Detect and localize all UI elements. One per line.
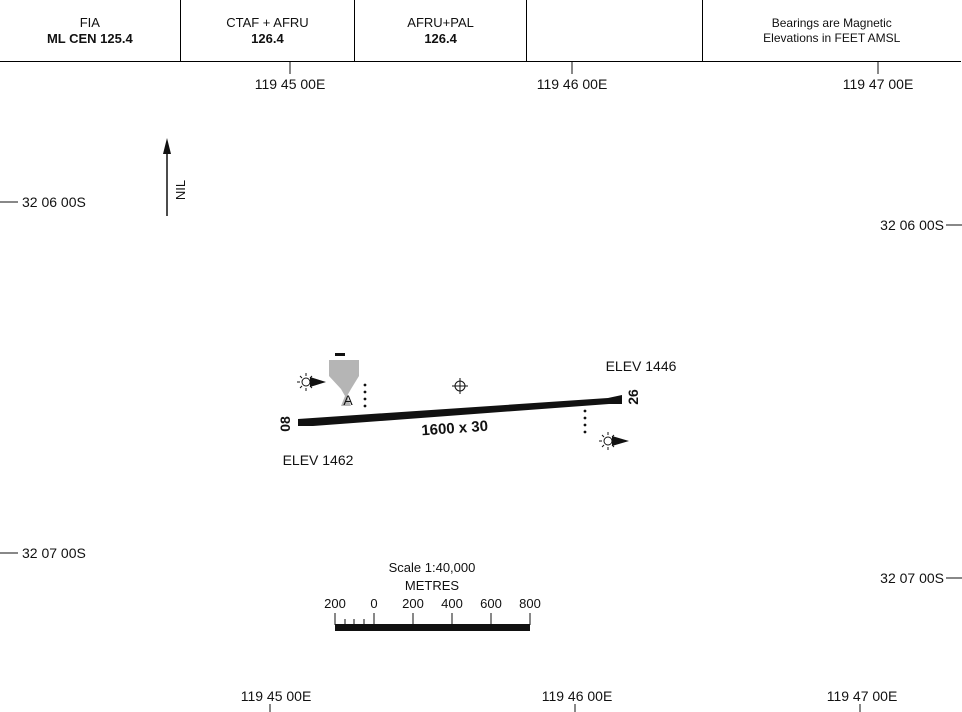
- frequency-header: FIA ML CEN 125.4 CTAF + AFRU 126.4 AFRU+…: [0, 0, 961, 62]
- scale-tick-label: 600: [480, 596, 502, 611]
- threshold-lights-west: [363, 383, 367, 408]
- windsock: A: [329, 353, 359, 408]
- fia-label: FIA: [79, 14, 100, 30]
- lat-right-1: 32 06 00S: [880, 217, 944, 233]
- fia-frequency: ML CEN 125.4: [46, 30, 133, 46]
- approach-light-icon-west: [297, 373, 326, 391]
- scale-title: Scale 1:40,000: [389, 560, 476, 575]
- lon-top-2: 119 46 00E: [537, 76, 608, 92]
- lon-bottom-2: 119 46 00E: [542, 688, 613, 704]
- elevations-note: Elevations in FEET AMSL: [763, 30, 901, 45]
- north-arrow-label: NIL: [173, 180, 188, 200]
- runway-dimensions: 1600 x 30: [421, 418, 489, 440]
- scale-tick-label: 400: [441, 596, 463, 611]
- scale-tick-label: 200: [324, 596, 346, 611]
- north-arrow: NIL: [163, 138, 188, 216]
- header-cell-ctaf: CTAF + AFRU 126.4: [181, 0, 356, 61]
- latitude-right: 32 06 00S 32 07 00S: [880, 217, 962, 586]
- latitude-left: 32 06 00S 32 07 00S: [0, 194, 86, 561]
- ctaf-label: CTAF + AFRU: [226, 14, 309, 30]
- threshold-lights-east: [583, 409, 587, 434]
- lat-left-1: 32 06 00S: [22, 194, 86, 210]
- afru-frequency: 126.4: [424, 30, 457, 46]
- lat-right-2: 32 07 00S: [880, 570, 944, 586]
- afru-label: AFRU+PAL: [407, 14, 474, 30]
- longitude-top: 119 45 00E 119 46 00E 119 47 00E: [255, 62, 914, 92]
- bearings-note: Bearings are Magnetic: [771, 15, 892, 30]
- scale-tick-label: 800: [519, 596, 541, 611]
- elevation-east: ELEV 1446: [606, 358, 677, 374]
- header-cell-fia: FIA ML CEN 125.4: [0, 0, 181, 61]
- lon-top-1: 119 45 00E: [255, 76, 326, 92]
- aerodrome-reference-point-icon: [452, 378, 468, 394]
- lon-bottom-3: 119 47 00E: [827, 688, 898, 704]
- scale-tick-label: 200: [402, 596, 424, 611]
- lat-left-2: 32 07 00S: [22, 545, 86, 561]
- scale-units: METRES: [405, 578, 460, 593]
- ctaf-frequency: 126.4: [251, 30, 284, 46]
- scale-bar: Scale 1:40,000 METRES 200 0 200 400 600 …: [324, 560, 541, 631]
- lon-top-3: 119 47 00E: [843, 76, 914, 92]
- runway-end-west: 08: [277, 416, 293, 432]
- header-cell-empty: [527, 0, 703, 61]
- windsock-label: A: [343, 392, 353, 408]
- runway-strip: [298, 395, 622, 426]
- longitude-bottom: 119 45 00E 119 46 00E 119 47 00E: [241, 688, 898, 712]
- runway: 08 26 1600 x 30 ELEV 1462 ELEV 1446: [277, 358, 677, 468]
- header-cell-afru: AFRU+PAL 126.4: [355, 0, 527, 61]
- scale-tick-label: 0: [370, 596, 377, 611]
- elevation-west: ELEV 1462: [283, 452, 354, 468]
- lon-bottom-1: 119 45 00E: [241, 688, 312, 704]
- header-cell-notes: Bearings are Magnetic Elevations in FEET…: [703, 0, 961, 61]
- approach-light-icon-east: [599, 432, 629, 450]
- runway-end-east: 26: [625, 389, 641, 405]
